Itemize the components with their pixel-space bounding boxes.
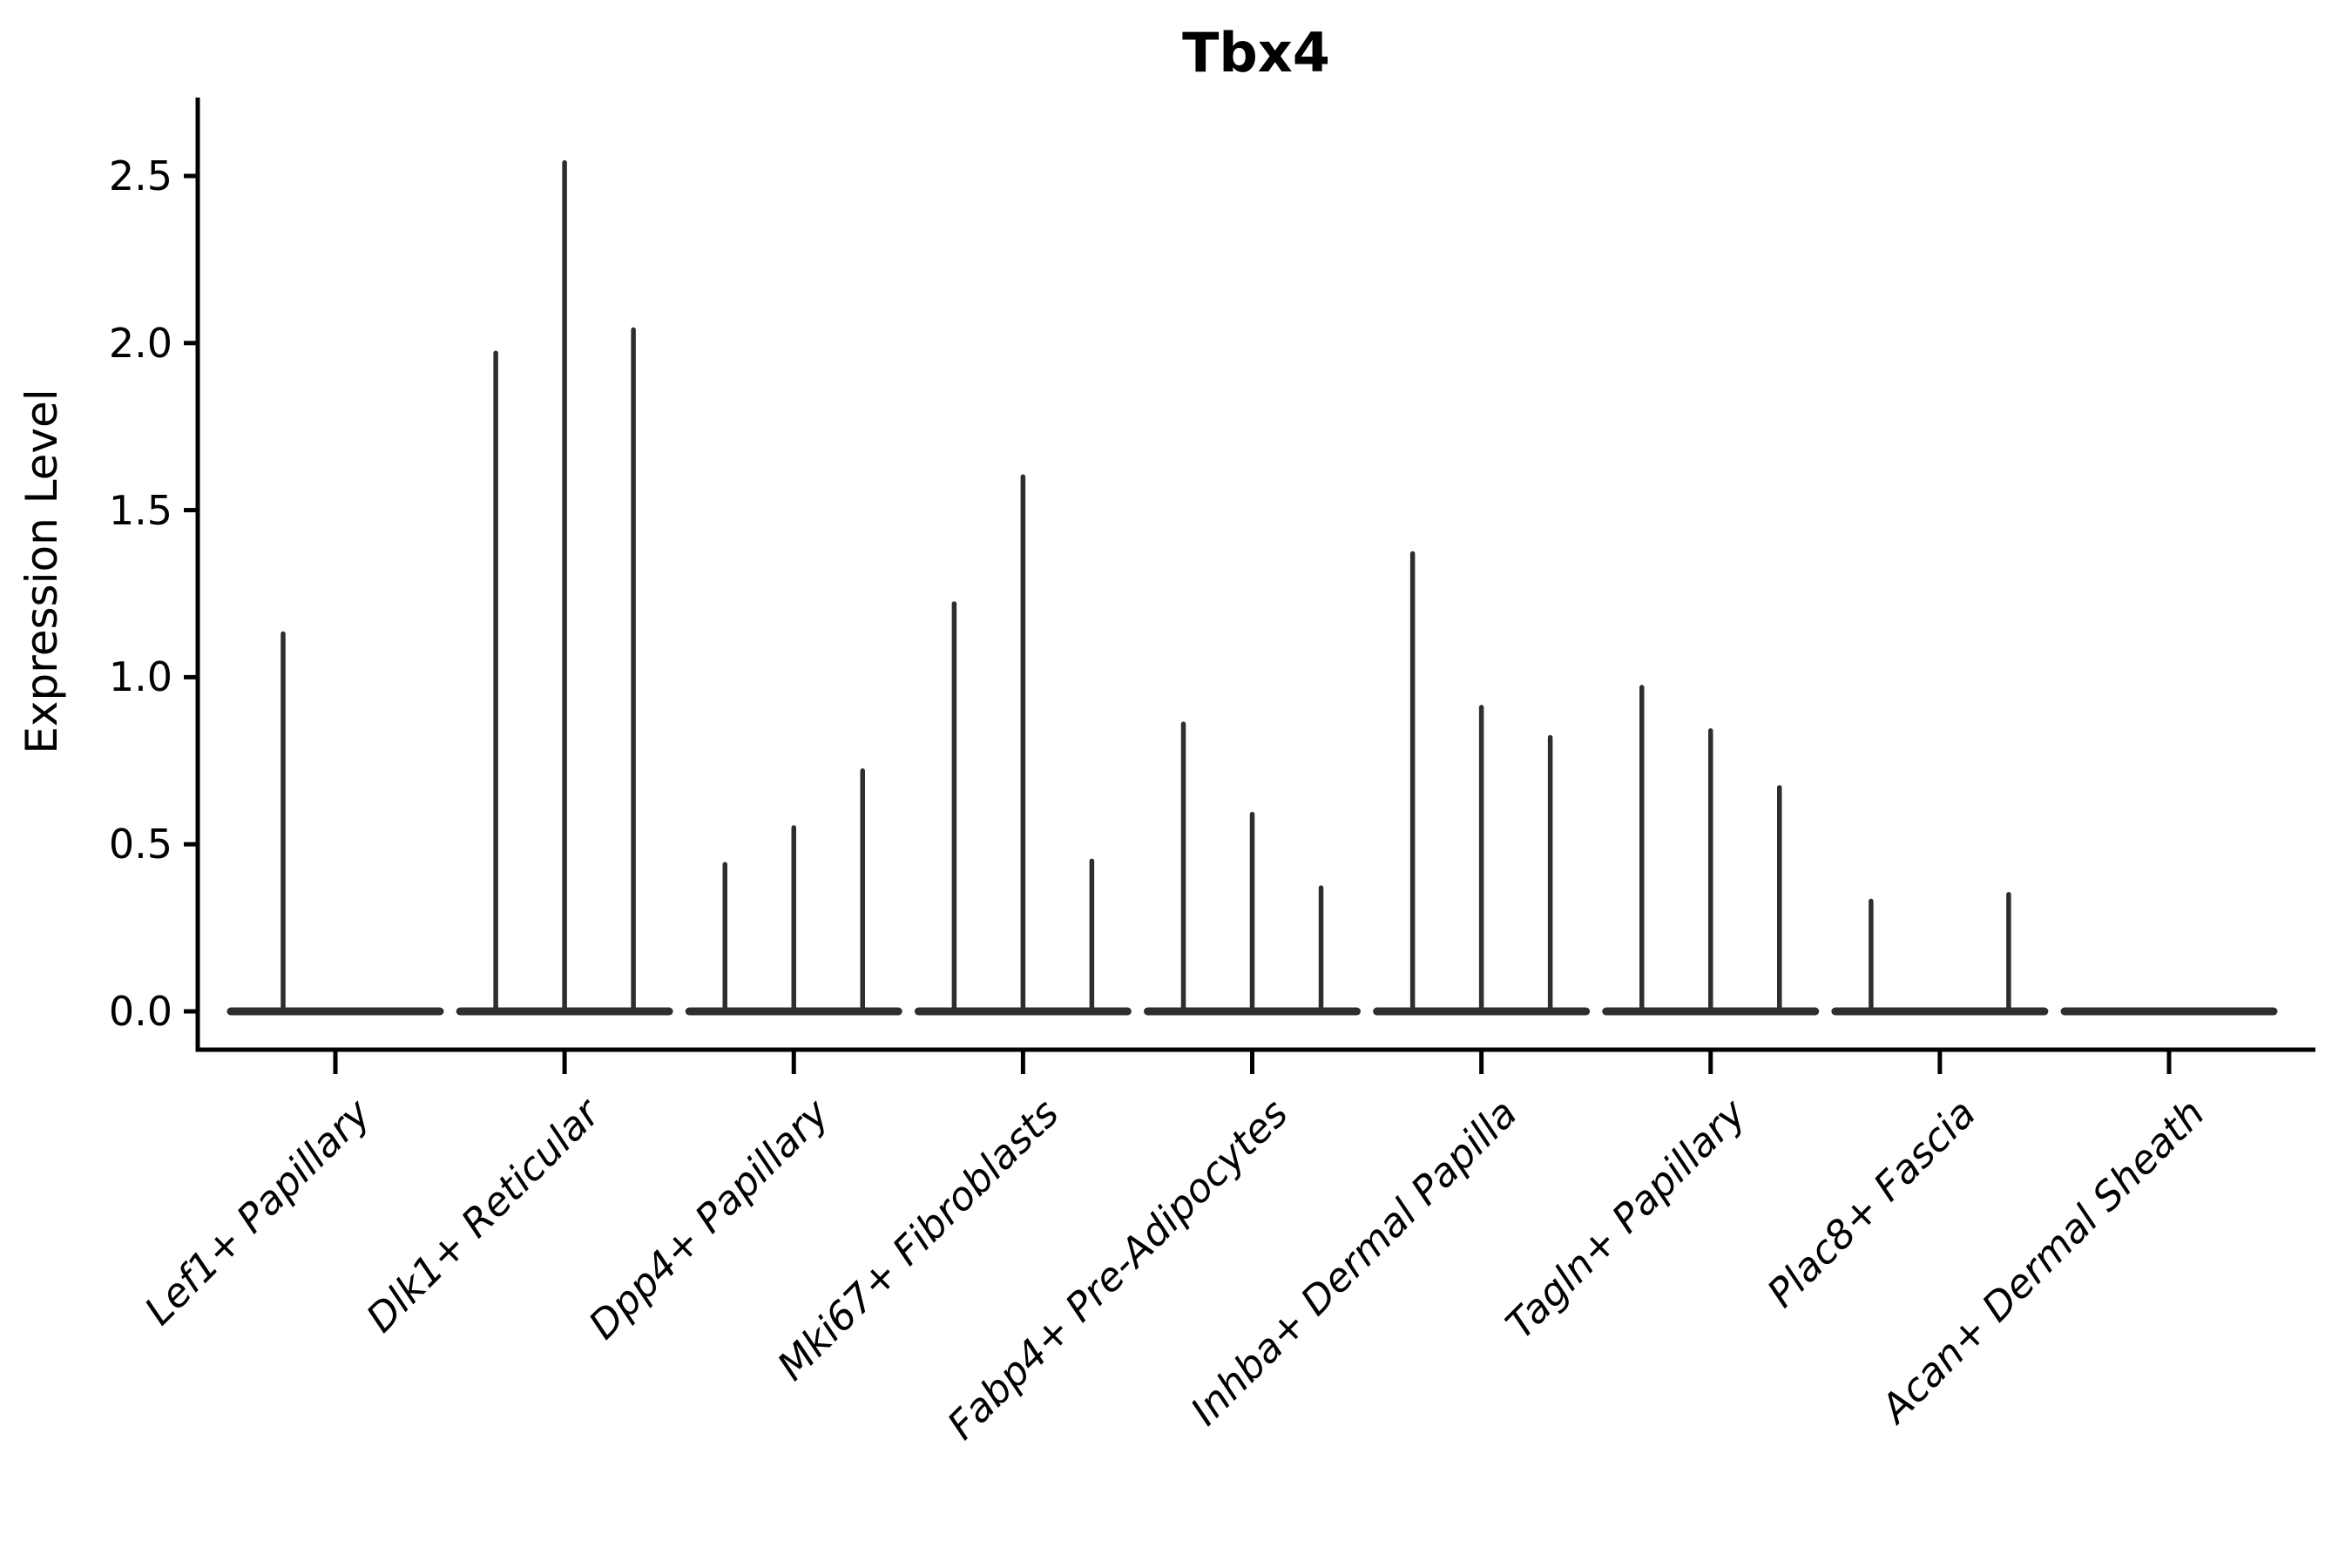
chart-title: Tbx4	[1182, 21, 1330, 84]
y-tick-label: 1.0	[108, 653, 172, 701]
y-tick-label: 0.5	[108, 821, 172, 868]
y-tick-label: 2.0	[108, 319, 172, 367]
y-tick-label: 2.5	[108, 152, 172, 199]
y-tick-label: 0.0	[108, 988, 172, 1035]
y-tick-label: 1.5	[108, 486, 172, 534]
